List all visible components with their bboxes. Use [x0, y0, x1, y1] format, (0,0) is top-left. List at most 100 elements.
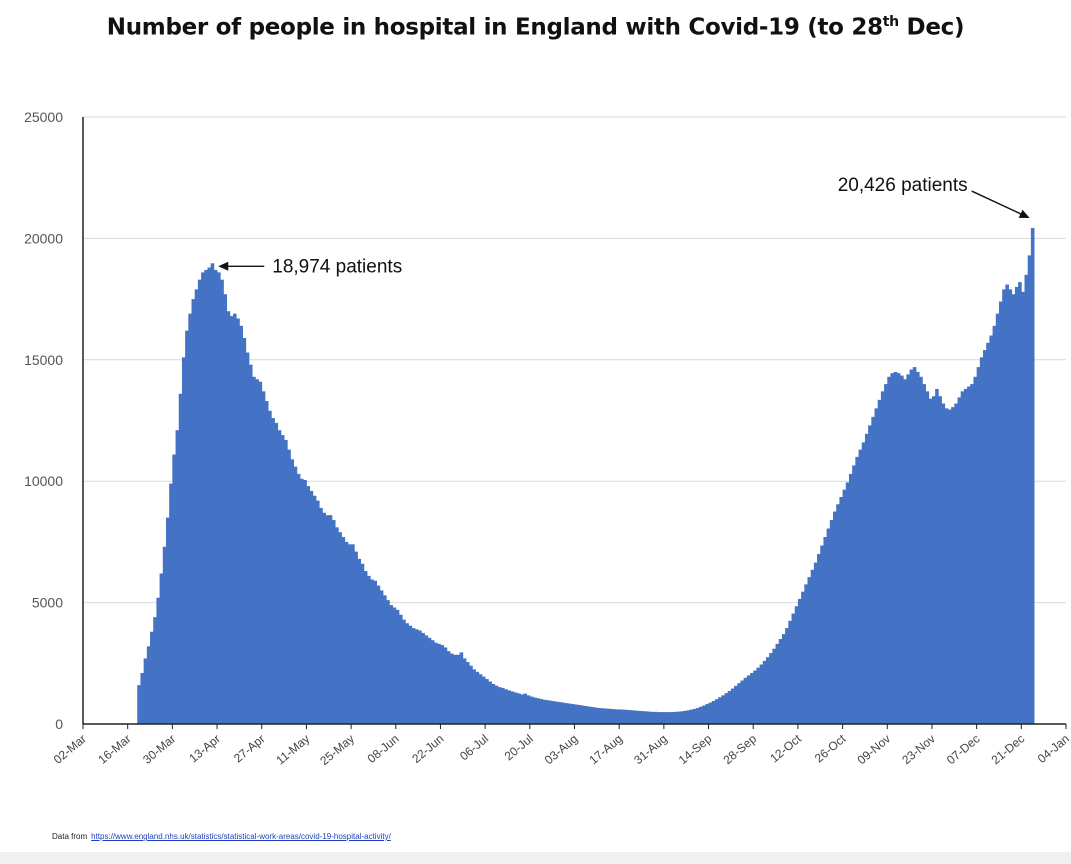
bar: [465, 662, 470, 724]
bar: [501, 688, 505, 724]
bar: [829, 520, 834, 724]
bar: [220, 279, 224, 724]
bar: [935, 388, 939, 724]
bar: [622, 709, 626, 724]
bar: [233, 313, 237, 724]
x-tick-label: 03-Aug: [542, 732, 581, 768]
bar: [654, 711, 658, 724]
bar: [778, 639, 783, 724]
bar: [590, 707, 595, 724]
bar: [175, 430, 180, 724]
y-tick-label: 20000: [24, 230, 63, 246]
bar: [705, 704, 709, 724]
bar: [730, 688, 735, 724]
bar: [673, 711, 678, 724]
bar: [641, 711, 646, 724]
chart-title-main: Number of people in hospital in England …: [106, 14, 883, 41]
bar: [765, 657, 770, 724]
bar: [635, 710, 639, 724]
bar: [331, 520, 336, 724]
bar: [647, 711, 652, 724]
bar: [651, 711, 655, 724]
bar: [517, 693, 521, 724]
bar: [887, 376, 891, 724]
bar: [619, 709, 623, 724]
bar: [612, 709, 617, 724]
bar: [280, 435, 285, 724]
bar: [714, 699, 719, 724]
bar: [734, 685, 738, 724]
bar: [255, 379, 259, 724]
bar: [753, 670, 757, 724]
x-tick-labels: 02-Mar 16-Mar 30-Mar 13-Apr 27-Apr 11-May 25-M…: [51, 724, 1071, 768]
bar: [558, 702, 563, 724]
bar: [555, 701, 559, 724]
bar: [638, 710, 642, 724]
bar: [197, 279, 202, 724]
bar: [724, 693, 729, 724]
bar: [874, 408, 879, 724]
bar: [1027, 255, 1032, 724]
bar: [679, 711, 684, 724]
bar: [548, 700, 553, 724]
bar: [363, 571, 368, 724]
bar: [185, 330, 189, 724]
bar: [367, 575, 371, 724]
source-link[interactable]: https://www.england.nhs.uk/statistics/st…: [91, 832, 391, 841]
bar: [405, 623, 409, 724]
annotation-arrowhead: [218, 261, 229, 271]
x-tick-label: 06-Jul: [457, 732, 491, 764]
source-prefix: Data from: [52, 832, 88, 841]
x-tick-label: 28-Sep: [721, 731, 760, 767]
bar: [769, 653, 773, 724]
bar: [931, 396, 936, 724]
bar: [181, 357, 186, 724]
annotation-arrow: [971, 190, 1023, 216]
bar: [871, 416, 875, 724]
bar: [756, 667, 761, 724]
x-tick-label: 26-Oct: [812, 731, 849, 765]
bar: [979, 357, 984, 724]
bar: [797, 598, 802, 724]
bar: [414, 629, 419, 724]
bar: [357, 558, 362, 724]
bar: [172, 454, 176, 724]
bar: [711, 700, 716, 724]
x-tick-label: 20-Jul: [502, 732, 536, 764]
bar: [491, 683, 496, 724]
bar: [746, 675, 751, 724]
bar: [194, 289, 199, 724]
bar: [306, 486, 310, 724]
bar: [877, 399, 882, 724]
bar: [817, 554, 821, 724]
bar: [319, 507, 323, 724]
bar: [159, 573, 164, 724]
x-tick-label: 16-Mar: [95, 732, 133, 767]
x-tick-label: 04-Jan: [1035, 732, 1071, 766]
bar: [826, 528, 831, 724]
bar: [762, 660, 767, 724]
bar: [392, 607, 397, 724]
bar: [188, 313, 192, 724]
bar: [861, 442, 866, 724]
bar: [848, 473, 853, 724]
bar: [686, 710, 690, 724]
bar: [450, 653, 454, 724]
bar: [322, 512, 326, 724]
bar: [165, 517, 170, 724]
bar: [284, 439, 288, 724]
bar: [146, 646, 151, 724]
bar: [702, 705, 706, 724]
bar: [178, 393, 183, 724]
bar: [900, 375, 904, 724]
x-tick-label: 08-Jun: [365, 732, 402, 766]
bar: [389, 605, 393, 724]
bar: [801, 591, 805, 724]
bar: [446, 651, 451, 724]
bar: [309, 490, 314, 724]
bar: [683, 710, 687, 724]
bar: [504, 689, 508, 724]
bar: [459, 652, 464, 724]
bar: [772, 648, 776, 724]
bar: [998, 301, 1003, 724]
